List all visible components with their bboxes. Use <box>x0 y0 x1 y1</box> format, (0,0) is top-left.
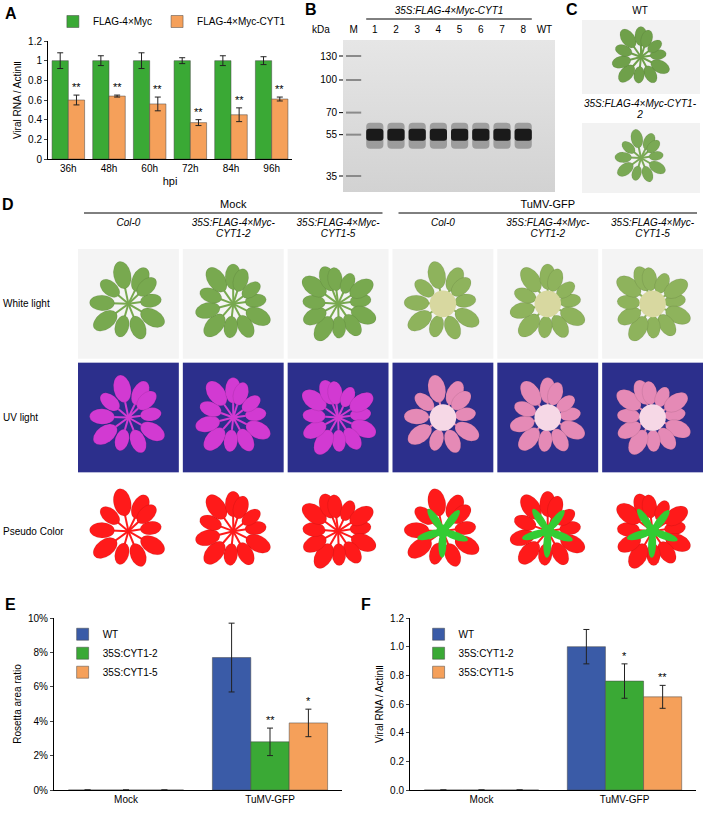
svg-text:**: ** <box>72 81 81 93</box>
svg-text:60h: 60h <box>141 163 158 174</box>
svg-text:0.4: 0.4 <box>28 114 42 125</box>
svg-text:White light: White light <box>3 298 50 309</box>
svg-text:55: 55 <box>326 129 338 140</box>
svg-text:D: D <box>2 196 14 213</box>
svg-text:0.8: 0.8 <box>28 75 42 86</box>
svg-text:**: ** <box>194 106 203 118</box>
svg-text:CYT1-5: CYT1-5 <box>321 228 356 239</box>
svg-text:TuMV-GFP: TuMV-GFP <box>245 794 295 805</box>
svg-text:**: ** <box>658 671 667 683</box>
svg-text:35S:FLAG-4×Myc-: 35S:FLAG-4×Myc- <box>297 217 381 228</box>
svg-text:hpi: hpi <box>163 175 178 187</box>
svg-text:35S:CYT1-5: 35S:CYT1-5 <box>459 667 514 678</box>
svg-text:130: 130 <box>320 51 337 62</box>
svg-text:0.8: 0.8 <box>390 670 404 681</box>
svg-text:2%: 2% <box>34 750 49 761</box>
svg-text:**: ** <box>153 83 162 95</box>
svg-text:0.0: 0.0 <box>390 785 404 796</box>
svg-text:35S:FLAG-4×Myc-: 35S:FLAG-4×Myc- <box>611 217 695 228</box>
svg-text:35S:CYT1-5: 35S:CYT1-5 <box>103 667 158 678</box>
svg-text:4%: 4% <box>34 716 49 727</box>
svg-text:Pseudo Color: Pseudo Color <box>3 526 64 537</box>
svg-text:CYT1-5: CYT1-5 <box>635 228 670 239</box>
svg-text:UV light: UV light <box>3 412 38 423</box>
svg-text:2: 2 <box>393 24 399 35</box>
svg-text:FLAG-4×Myc-CYT1: FLAG-4×Myc-CYT1 <box>197 16 286 27</box>
svg-text:CYT1-2: CYT1-2 <box>531 228 566 239</box>
svg-text:Mock: Mock <box>220 198 247 210</box>
svg-text:Mock: Mock <box>470 794 495 805</box>
svg-text:**: ** <box>275 83 284 95</box>
svg-text:*: * <box>622 650 627 662</box>
svg-text:0%: 0% <box>34 785 49 796</box>
svg-text:35: 35 <box>326 171 338 182</box>
svg-text:3: 3 <box>414 24 420 35</box>
svg-text:0: 0 <box>36 154 42 165</box>
svg-text:5: 5 <box>457 24 463 35</box>
svg-text:Rosetta area ratio: Rosetta area ratio <box>12 664 23 744</box>
svg-text:TuMV-GFP: TuMV-GFP <box>520 198 575 210</box>
svg-text:35S:FLAG-4×Myc-CYT1: 35S:FLAG-4×Myc-CYT1 <box>395 5 504 16</box>
svg-text:CYT1-2: CYT1-2 <box>216 228 251 239</box>
svg-text:Mock: Mock <box>114 794 139 805</box>
svg-text:96h: 96h <box>263 163 280 174</box>
svg-text:0.6: 0.6 <box>28 95 42 106</box>
svg-text:0.2: 0.2 <box>390 756 404 767</box>
svg-text:2: 2 <box>636 109 643 120</box>
svg-text:Col-0: Col-0 <box>431 217 455 228</box>
svg-text:WT: WT <box>103 629 119 640</box>
svg-text:Viral RNA / ActinⅡ: Viral RNA / ActinⅡ <box>374 665 385 743</box>
svg-text:0.4: 0.4 <box>390 727 404 738</box>
svg-text:1: 1 <box>36 55 42 66</box>
svg-text:72h: 72h <box>182 163 199 174</box>
svg-text:1: 1 <box>372 24 378 35</box>
svg-text:Col-0: Col-0 <box>116 217 140 228</box>
svg-text:7: 7 <box>499 24 505 35</box>
svg-text:*: * <box>306 695 311 707</box>
svg-text:36h: 36h <box>60 163 77 174</box>
svg-text:84h: 84h <box>223 163 240 174</box>
svg-text:**: ** <box>235 94 244 106</box>
svg-text:WT: WT <box>632 5 648 16</box>
svg-text:35S:CYT1-2: 35S:CYT1-2 <box>103 648 158 659</box>
svg-text:35S:FLAG-4×Myc-: 35S:FLAG-4×Myc- <box>506 217 590 228</box>
svg-text:1.2: 1.2 <box>28 36 42 47</box>
svg-text:TuMV-GFP: TuMV-GFP <box>600 794 650 805</box>
svg-text:35S:FLAG-4×Myc-CYT1-: 35S:FLAG-4×Myc-CYT1- <box>584 98 697 109</box>
svg-text:kDa: kDa <box>312 24 330 35</box>
svg-text:6: 6 <box>478 24 484 35</box>
svg-text:Viral RNA / ActinⅡ: Viral RNA / ActinⅡ <box>12 61 23 139</box>
svg-text:35S:FLAG-4×Myc-: 35S:FLAG-4×Myc- <box>192 217 276 228</box>
svg-text:6%: 6% <box>34 681 49 692</box>
svg-text:WT: WT <box>459 629 475 640</box>
svg-text:4: 4 <box>436 24 442 35</box>
svg-text:F: F <box>361 596 371 613</box>
svg-text:0.2: 0.2 <box>28 134 42 145</box>
svg-text:0.6: 0.6 <box>390 699 404 710</box>
svg-text:8%: 8% <box>34 647 49 658</box>
svg-text:8: 8 <box>520 24 526 35</box>
svg-text:B: B <box>305 1 317 18</box>
svg-text:48h: 48h <box>101 163 118 174</box>
svg-text:FLAG-4×Myc: FLAG-4×Myc <box>93 16 152 27</box>
svg-text:E: E <box>5 596 16 613</box>
svg-text:M: M <box>349 24 357 35</box>
svg-text:**: ** <box>266 714 275 726</box>
svg-text:1.0: 1.0 <box>390 641 404 652</box>
svg-text:C: C <box>566 1 578 18</box>
svg-text:10%: 10% <box>28 613 48 624</box>
svg-text:WT: WT <box>537 24 553 35</box>
svg-text:35S:CYT1-2: 35S:CYT1-2 <box>459 648 514 659</box>
svg-text:**: ** <box>113 81 122 93</box>
svg-text:70: 70 <box>326 107 338 118</box>
svg-text:A: A <box>5 5 17 22</box>
svg-text:100: 100 <box>320 74 337 85</box>
svg-text:1.2: 1.2 <box>390 613 404 624</box>
